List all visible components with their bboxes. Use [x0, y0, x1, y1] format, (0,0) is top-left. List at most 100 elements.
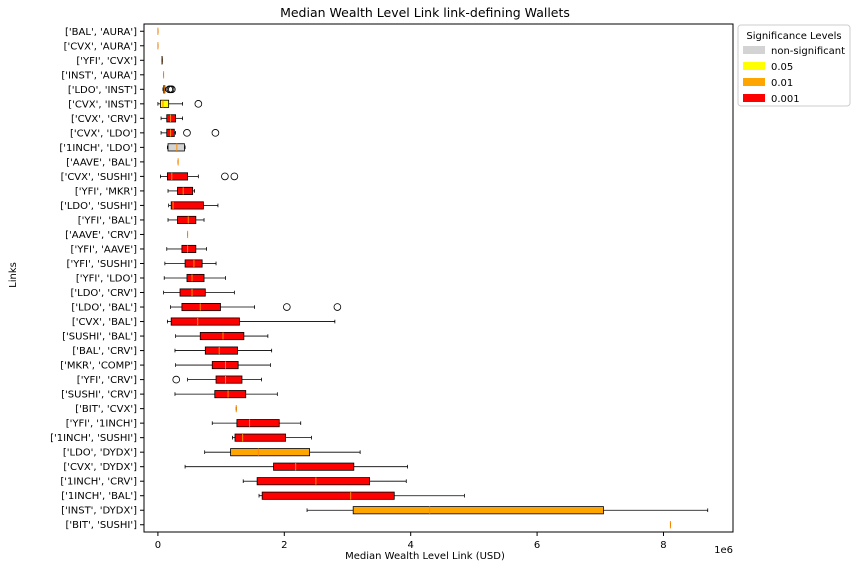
y-tick-label: ['YFI', 'AAVE'] [71, 244, 138, 255]
box-iqr [273, 462, 355, 471]
x-scale-label: 1e6 [714, 545, 733, 556]
box-iqr [236, 419, 280, 428]
box-12: ['LDO', 'SUSHI'] [60, 201, 219, 212]
x-tick-label: 4 [408, 540, 414, 551]
y-tick-label: ['BIT', 'SUSHI'] [65, 520, 137, 531]
y-tick-label: ['BAL', 'AURA'] [65, 27, 137, 38]
box-31: ['1INCH', 'CRV'] [60, 477, 407, 488]
y-axis-label: Links [8, 262, 19, 288]
box-16: ['YFI', 'SUSHI'] [67, 259, 217, 270]
legend-swatch [743, 62, 765, 70]
box-30: ['CVX', 'DYDX'] [63, 462, 408, 473]
outlier-point [211, 129, 220, 137]
box-iqr [160, 99, 170, 108]
box-28: ['1INCH', 'SUSHI'] [50, 433, 312, 444]
box-iqr [204, 346, 238, 355]
legend-label: 0.001 [771, 94, 800, 105]
y-tick-label: ['LDO', 'BAL'] [71, 303, 137, 314]
box-20: ['CVX', 'BAL'] [72, 317, 336, 328]
box-19: ['LDO', 'BAL'] [71, 302, 342, 314]
outlier-point [283, 303, 291, 311]
legend-label: 0.05 [771, 62, 793, 73]
legend: Significance Levels non-significant 0.05 0… [737, 24, 851, 107]
box-iqr [256, 477, 371, 486]
x-tick-label: 0 [155, 540, 161, 551]
box-27: ['YFI', '1INCH'] [66, 419, 302, 430]
box-14: ['AAVE', 'CRV'] [65, 230, 189, 241]
box-18: ['LDO', 'CRV'] [70, 288, 235, 299]
y-tick-label: ['LDO', 'CRV'] [70, 288, 137, 299]
y-tick-label: ['YFI', 'CRV'] [77, 375, 137, 386]
legend-label: non-significant [771, 46, 845, 57]
y-tick-label: ['CVX', 'DYDX'] [63, 462, 137, 473]
y-tick-label: ['YFI', 'BAL'] [78, 215, 137, 226]
box-10: ['CVX', 'SUSHI'] [61, 172, 239, 183]
y-tick-label: ['CVX', 'LDO'] [70, 128, 137, 139]
box-iqr [181, 244, 197, 253]
box-3: ['INST', 'AURA'] [61, 70, 165, 81]
y-tick-label: ['LDO', 'SUSHI'] [60, 201, 137, 212]
box-iqr [234, 433, 286, 442]
box-26: ['BIT', 'CVX'] [75, 404, 237, 415]
box-15: ['YFI', 'AAVE'] [71, 244, 207, 255]
box-11: ['YFI', 'MKR'] [75, 186, 195, 197]
y-tick-label: ['AAVE', 'BAL'] [66, 157, 137, 168]
legend-label: 0.01 [771, 78, 793, 89]
box-iqr [177, 186, 194, 195]
x-tick-label: 2 [281, 540, 287, 551]
y-tick-label: ['YFI', 'SUSHI'] [67, 259, 138, 270]
y-tick-label: ['LDO', 'INST'] [68, 85, 137, 96]
y-tick-label: ['LDO', 'DYDX'] [63, 448, 137, 459]
box-29: ['LDO', 'DYDX'] [63, 448, 361, 459]
box-7: ['CVX', 'LDO'] [70, 128, 220, 139]
legend-swatch [743, 94, 765, 102]
legend-swatch [743, 78, 765, 86]
x-tick-label: 8 [660, 540, 666, 551]
box-4: ['LDO', 'INST'] [68, 85, 176, 96]
legend-swatch [743, 46, 765, 54]
box-iqr [166, 114, 176, 123]
box-1: ['CVX', 'AURA'] [64, 41, 159, 52]
outlier-point [183, 129, 191, 137]
y-tick-label: ['CVX', 'INST'] [68, 99, 137, 110]
outlier-point [333, 303, 342, 311]
y-tick-label: ['AAVE', 'CRV'] [65, 230, 137, 241]
box-8: ['1INCH', 'LDO'] [59, 143, 186, 154]
box-32: ['1INCH', 'BAL'] [61, 491, 465, 502]
box-24: ['YFI', 'CRV'] [77, 375, 262, 386]
box-iqr [167, 143, 185, 152]
box-13: ['YFI', 'BAL'] [78, 215, 205, 226]
y-tick-label: ['CVX', 'SUSHI'] [61, 172, 137, 183]
box-25: ['SUSHI', 'CRV'] [61, 390, 278, 401]
box-iqr [215, 375, 243, 384]
y-tick-label: ['INST', 'DYDX'] [61, 506, 137, 517]
x-tick-label: 6 [534, 540, 540, 551]
outlier-point [230, 172, 239, 181]
legend-title: Significance Levels [746, 31, 841, 42]
box-iqr [181, 302, 221, 312]
box-17: ['YFI', 'LDO'] [76, 274, 226, 285]
y-tick-label: ['BAL', 'CRV'] [72, 346, 137, 357]
outlier-point [221, 172, 229, 181]
plot-area: 0 2 4 6 8 ['BAL', 'AURA'] ['CVX', 'AURA'] ['YFI… [50, 23, 734, 551]
box-iqr [199, 332, 245, 341]
box-34: ['BIT', 'SUSHI'] [65, 520, 671, 531]
box-6: ['CVX', 'CRV'] [71, 114, 183, 125]
chart-title: Median Wealth Level Link link-defining W… [280, 5, 570, 20]
y-tick-label: ['INST', 'AURA'] [61, 70, 137, 81]
y-tick-label: ['YFI', '1INCH'] [66, 419, 137, 430]
y-tick-label: ['BIT', 'CVX'] [75, 404, 137, 415]
y-tick-label: ['YFI', 'MKR'] [75, 186, 137, 197]
x-axis-label: Median Wealth Level Link (USD) [345, 551, 505, 562]
y-tick-label: ['CVX', 'BAL'] [72, 317, 137, 328]
box-9: ['AAVE', 'BAL'] [66, 157, 179, 168]
y-tick-label: ['CVX', 'CRV'] [71, 114, 137, 125]
box-iqr [230, 448, 310, 457]
y-tick-label: ['1INCH', 'SUSHI'] [50, 433, 137, 444]
y-tick-label: ['YFI', 'LDO'] [76, 274, 137, 285]
box-2: ['YFI', 'CVX'] [76, 56, 163, 67]
box-iqr [261, 491, 395, 500]
y-tick-label: ['SUSHI', 'CRV'] [61, 390, 137, 401]
y-tick-label: ['MKR', 'COMP'] [60, 361, 137, 372]
